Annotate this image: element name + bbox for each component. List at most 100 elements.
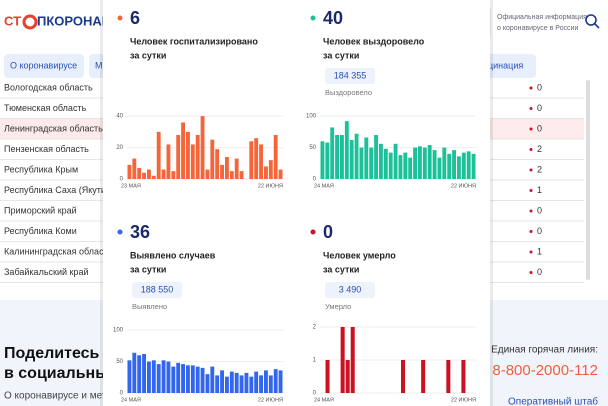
total-label: Умерло [325, 302, 351, 311]
region-value: 0 [537, 82, 542, 92]
dot [529, 86, 533, 90]
stat-caption: Человек госпитализировано [130, 36, 258, 46]
bar [446, 360, 451, 393]
bullet [310, 229, 316, 235]
region-value: 1 [537, 246, 542, 256]
bar [418, 146, 422, 179]
bar [195, 366, 200, 393]
hq-link[interactable]: Оперативный штаб [508, 396, 598, 406]
stat-caption: за сутки [130, 264, 166, 274]
bar [195, 135, 200, 179]
bar [278, 169, 283, 179]
bar [161, 360, 166, 393]
nav-item[interactable]: М [95, 60, 103, 70]
bar [210, 366, 215, 393]
stat-total: 184 355 [334, 70, 367, 80]
x-label: 24 МАЯ [314, 183, 334, 189]
popup [103, 0, 490, 406]
bar [229, 371, 234, 393]
stat-caption: за сутки [130, 50, 166, 60]
bar [181, 122, 185, 179]
stat-value: 40 [323, 8, 343, 28]
total-label: Выявлено [132, 302, 167, 311]
x-label: 24 МАЯ [314, 397, 334, 403]
bar [215, 149, 220, 179]
total-pill [325, 68, 375, 84]
bar [200, 116, 205, 179]
bar [354, 133, 359, 179]
y-tick-label: 40 [116, 114, 123, 120]
logo[interactable]: СТ [4, 13, 21, 28]
nav-pill[interactable] [4, 54, 84, 78]
bar [401, 360, 406, 393]
total-label: Выздоровело [325, 88, 372, 97]
share-title: Поделитесь н [4, 345, 113, 362]
bar [278, 370, 283, 393]
bar [137, 168, 142, 179]
bar [225, 157, 229, 179]
region-name: Пензенская область [4, 144, 89, 154]
y-tick-label: 50 [309, 145, 316, 151]
region-name: Забайкальский край [4, 267, 88, 277]
x-label: 22 ИЮНЯ [451, 397, 476, 403]
y-tick-label: 2 [313, 325, 317, 331]
bar [364, 137, 369, 179]
bar [369, 147, 374, 179]
bar [249, 141, 254, 179]
bar [452, 150, 456, 179]
bar [156, 364, 161, 393]
dot [529, 209, 533, 213]
bar [325, 142, 330, 179]
bar [147, 361, 151, 393]
bar [403, 152, 408, 179]
bar [210, 139, 215, 179]
search-icon[interactable] [585, 14, 597, 26]
bar [171, 171, 176, 179]
bar [229, 171, 234, 179]
stat-caption: за сутки [323, 264, 359, 274]
bar [264, 166, 268, 179]
x-label: 22 ИЮНЯ [258, 183, 283, 189]
region-name: Вологодская область [4, 82, 93, 92]
bar [239, 375, 244, 393]
y-tick-label: 100 [113, 328, 124, 334]
stat-value: 0 [323, 222, 333, 242]
bar [408, 157, 413, 179]
bar [190, 144, 195, 179]
region-name: Калининградская область [4, 246, 113, 256]
bar [215, 375, 220, 393]
bar [176, 362, 181, 393]
bar [171, 366, 176, 393]
region-value: 0 [537, 103, 542, 113]
bar [413, 147, 417, 179]
dot [529, 250, 533, 254]
bar [132, 158, 137, 179]
nav-item[interactable]: цинация [488, 60, 523, 70]
stat-caption: Человек выздоровело [323, 36, 425, 46]
stat-caption: Выявлено случаев [130, 250, 216, 260]
share-title: в социальны [4, 365, 109, 382]
bar [340, 327, 345, 393]
nav-item[interactable]: О коронавирусе [10, 60, 77, 70]
region-value: 0 [537, 205, 542, 215]
hotline[interactable]: 8-800-2000-112 [492, 362, 598, 379]
bar [259, 375, 263, 393]
bar [340, 135, 344, 179]
bar [432, 150, 437, 179]
bar [151, 360, 156, 393]
y-tick-label: 0 [120, 177, 124, 183]
dot [529, 230, 533, 233]
bar [264, 370, 268, 393]
bar [461, 360, 466, 393]
x-label: 23 МАЯ [121, 183, 141, 189]
bullet [117, 229, 123, 235]
header-info: Официальная информация [497, 14, 587, 21]
dot [529, 271, 533, 274]
stat-total: 188 550 [141, 284, 174, 294]
bar [186, 365, 190, 393]
region-name: Приморский край [4, 205, 77, 215]
bar [220, 164, 224, 179]
header-info: о коронавирусе в России [497, 25, 578, 32]
dot [529, 168, 533, 172]
logo[interactable]: ПКОРОНАВИ [37, 13, 121, 28]
